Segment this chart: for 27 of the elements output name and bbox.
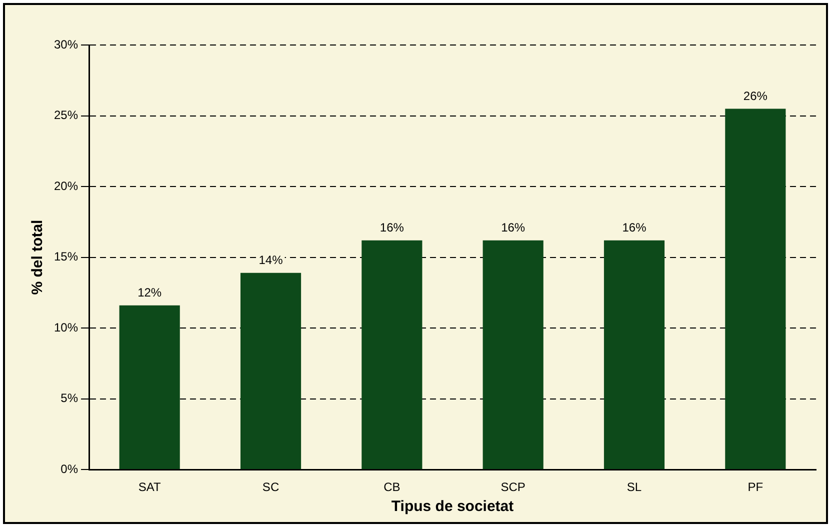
x-tick-label: CB bbox=[384, 480, 400, 494]
x-tick-label: SC bbox=[262, 480, 280, 494]
x-tick-label: SAT bbox=[138, 480, 162, 494]
data-label: 12% bbox=[138, 286, 162, 300]
y-tick-label: 15% bbox=[54, 250, 78, 264]
x-axis-title: Tipus de societat bbox=[391, 498, 514, 516]
y-axis-title: % del total bbox=[29, 220, 46, 295]
data-label: 26% bbox=[743, 89, 768, 104]
x-tick-label: SL bbox=[626, 480, 642, 494]
data-label: 14% bbox=[258, 253, 284, 268]
x-tick-label: SCP bbox=[500, 480, 526, 494]
bar bbox=[240, 272, 302, 470]
bar bbox=[482, 240, 544, 470]
bar bbox=[119, 305, 180, 470]
y-tick-label: 20% bbox=[54, 178, 78, 193]
x-tick-label: PF bbox=[748, 480, 764, 494]
data-label: 16% bbox=[622, 220, 647, 235]
data-label: 16% bbox=[501, 220, 526, 235]
y-tick-label: 10% bbox=[54, 320, 78, 334]
y-tick-label: 25% bbox=[54, 108, 78, 122]
bar bbox=[604, 240, 665, 470]
data-label: 16% bbox=[380, 220, 404, 235]
bar bbox=[725, 108, 786, 470]
y-tick-label: 0% bbox=[60, 462, 78, 476]
y-tick-label: 5% bbox=[60, 391, 78, 406]
bar bbox=[362, 240, 422, 470]
y-tick-label: 30% bbox=[54, 37, 78, 52]
